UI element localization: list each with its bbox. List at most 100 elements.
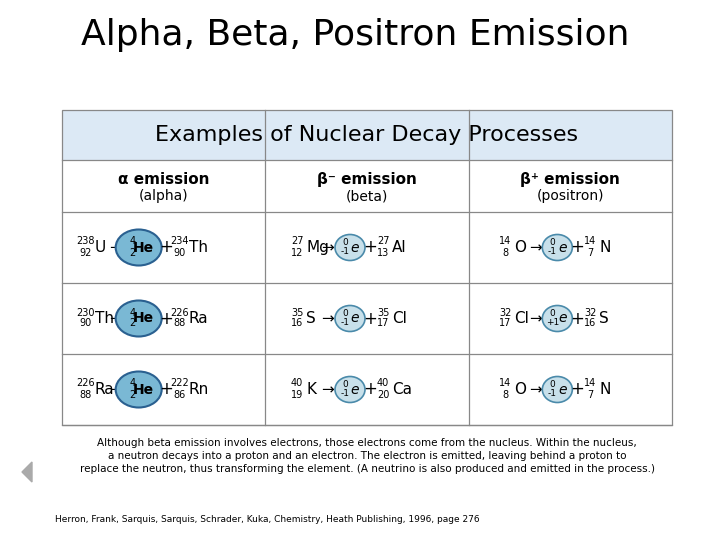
- Bar: [266, 160, 469, 212]
- Text: 0: 0: [342, 238, 348, 247]
- Text: Th: Th: [94, 311, 114, 326]
- Text: O: O: [514, 382, 526, 397]
- Ellipse shape: [542, 234, 572, 260]
- Text: e: e: [558, 312, 567, 326]
- Text: →: →: [529, 311, 541, 326]
- Text: 0: 0: [549, 309, 555, 318]
- Text: β⁻ emission: β⁻ emission: [317, 172, 417, 187]
- Text: Ra: Ra: [94, 382, 114, 397]
- Text: →: →: [109, 382, 122, 397]
- Text: α emission: α emission: [118, 172, 210, 187]
- Text: Although beta emission involves electrons, those electrons come from the nucleus: Although beta emission involves electron…: [79, 438, 654, 475]
- Text: -1: -1: [548, 247, 557, 256]
- Text: Ra: Ra: [189, 311, 208, 326]
- Text: 14: 14: [584, 379, 596, 388]
- Text: +: +: [570, 239, 584, 256]
- Text: (beta): (beta): [346, 190, 388, 204]
- Text: →: →: [529, 240, 541, 255]
- Text: +: +: [160, 239, 174, 256]
- Bar: [62, 110, 672, 425]
- Text: 14: 14: [499, 379, 511, 388]
- Text: 2: 2: [130, 319, 136, 328]
- Text: +: +: [570, 381, 584, 399]
- Text: →: →: [109, 240, 122, 255]
- Text: 27: 27: [291, 237, 303, 246]
- Text: -1: -1: [341, 389, 349, 398]
- Text: He: He: [133, 240, 154, 254]
- Text: Al: Al: [392, 240, 407, 255]
- Text: 226: 226: [76, 379, 95, 388]
- Text: 230: 230: [76, 307, 95, 318]
- Text: 35: 35: [291, 307, 303, 318]
- Text: 8: 8: [503, 389, 508, 400]
- Text: 12: 12: [291, 247, 303, 258]
- Ellipse shape: [335, 234, 365, 260]
- Text: 19: 19: [291, 389, 303, 400]
- Text: +: +: [570, 309, 584, 327]
- Ellipse shape: [116, 372, 162, 408]
- Text: e: e: [558, 382, 567, 396]
- Text: 14: 14: [584, 237, 596, 246]
- Ellipse shape: [335, 306, 365, 332]
- Text: 40: 40: [377, 379, 389, 388]
- Bar: [469, 160, 672, 212]
- Text: He: He: [133, 382, 154, 396]
- Text: 88: 88: [174, 319, 186, 328]
- Text: 17: 17: [499, 319, 511, 328]
- Text: Examples of Nuclear Decay Processes: Examples of Nuclear Decay Processes: [156, 125, 579, 145]
- Text: +: +: [363, 309, 377, 327]
- Bar: [62, 110, 672, 160]
- Text: e: e: [351, 240, 359, 254]
- Text: 0: 0: [342, 309, 348, 318]
- Text: e: e: [351, 312, 359, 326]
- Text: →: →: [109, 311, 122, 326]
- Text: 238: 238: [76, 237, 95, 246]
- Text: 16: 16: [584, 319, 596, 328]
- Bar: [62, 160, 266, 212]
- Ellipse shape: [116, 230, 162, 266]
- Ellipse shape: [542, 376, 572, 402]
- Text: e: e: [558, 240, 567, 254]
- Text: Alpha, Beta, Positron Emission: Alpha, Beta, Positron Emission: [81, 18, 629, 52]
- Text: e: e: [351, 382, 359, 396]
- Text: 4: 4: [130, 237, 136, 246]
- Text: 20: 20: [377, 389, 390, 400]
- Text: Ca: Ca: [392, 382, 412, 397]
- Text: +: +: [160, 309, 174, 327]
- Text: 226: 226: [171, 307, 189, 318]
- Text: 4: 4: [130, 307, 136, 318]
- Text: →: →: [320, 382, 333, 397]
- Text: U: U: [94, 240, 106, 255]
- Text: 32: 32: [499, 307, 511, 318]
- Text: 40: 40: [291, 379, 303, 388]
- Text: β⁺ emission: β⁺ emission: [521, 172, 620, 187]
- Text: K: K: [306, 382, 316, 397]
- Text: 88: 88: [79, 389, 91, 400]
- Text: →: →: [529, 382, 541, 397]
- Text: 4: 4: [130, 379, 136, 388]
- Text: 16: 16: [291, 319, 303, 328]
- Text: (alpha): (alpha): [139, 190, 189, 204]
- Text: S: S: [599, 311, 609, 326]
- Text: -1: -1: [548, 389, 557, 398]
- Text: +: +: [160, 381, 174, 399]
- Text: →: →: [320, 311, 333, 326]
- Text: He: He: [133, 312, 154, 326]
- Text: 86: 86: [174, 389, 186, 400]
- Text: Cl: Cl: [392, 311, 407, 326]
- Text: 35: 35: [377, 307, 390, 318]
- Ellipse shape: [335, 376, 365, 402]
- Text: +1: +1: [546, 318, 559, 327]
- Text: 92: 92: [79, 247, 92, 258]
- Text: S: S: [306, 311, 316, 326]
- Text: 0: 0: [549, 238, 555, 247]
- Text: +: +: [363, 381, 377, 399]
- Text: Cl: Cl: [514, 311, 529, 326]
- Text: Rn: Rn: [189, 382, 209, 397]
- Ellipse shape: [116, 300, 162, 336]
- Text: +: +: [363, 239, 377, 256]
- Text: 14: 14: [499, 237, 511, 246]
- Text: O: O: [514, 240, 526, 255]
- Text: 17: 17: [377, 319, 390, 328]
- Text: 222: 222: [171, 379, 189, 388]
